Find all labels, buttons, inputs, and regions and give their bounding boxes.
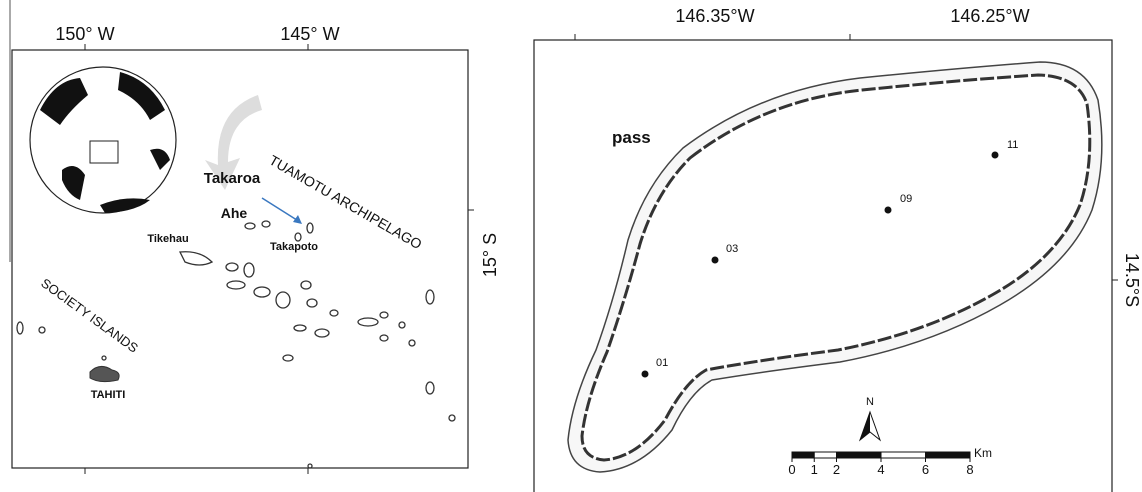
- scale-bar: 0 1 2 4 6 8Km: [788, 446, 992, 477]
- station-label: 03: [726, 243, 738, 255]
- globe: [29, 66, 177, 214]
- longitude-label: 150° W: [55, 24, 114, 44]
- inset-box: [89, 140, 119, 164]
- islands: [16, 220, 456, 469]
- north-arrow-half: [860, 412, 870, 440]
- longitude-label: 146.35°W: [675, 6, 754, 26]
- globe-inset: [29, 66, 177, 214]
- scale-tick-label: 0: [788, 462, 795, 477]
- map-frame: [533, 39, 1113, 492]
- place-label: TAHITI: [91, 389, 126, 401]
- map-frame: [11, 49, 469, 469]
- landmass: [150, 148, 170, 170]
- landmass: [62, 166, 85, 200]
- scale-tick-label: 4: [877, 462, 884, 477]
- landmass: [100, 198, 150, 213]
- curved-arrow: [205, 95, 262, 190]
- right-map: 146.35°W 146.25°W 14.5°S pass 01 03 09 1…: [533, 6, 1142, 492]
- region-label: TUAMOTU ARCHIPELAGO: [267, 152, 425, 253]
- pointer-arrow: [261, 197, 301, 223]
- arrow-head: [293, 215, 302, 224]
- scale-tick-label: 1: [811, 462, 818, 477]
- station-label: 01: [656, 357, 668, 369]
- left-map: 150° W 145° W 15° S: [9, 0, 500, 474]
- place-label: Takaroa: [204, 170, 261, 187]
- scale-unit: Km: [974, 446, 992, 460]
- scale-segment: [813, 451, 837, 459]
- station-label: 11: [1007, 139, 1018, 151]
- place-label: Tikehau: [147, 233, 188, 245]
- station-point: [711, 256, 719, 264]
- north-label: N: [866, 396, 874, 408]
- longitude-label: 145° W: [280, 24, 339, 44]
- landmass: [40, 78, 88, 125]
- station-point: [884, 206, 892, 214]
- atoll-reef: [580, 73, 1092, 462]
- latitude-label: 15° S: [480, 233, 500, 277]
- pass-label: pass: [612, 128, 651, 147]
- landmass: [118, 72, 165, 120]
- station-point: [991, 151, 999, 159]
- station-point: [641, 370, 649, 378]
- place-label: Ahe: [221, 205, 248, 221]
- scale-tick-label: 6: [922, 462, 929, 477]
- scale-segment: [791, 451, 815, 459]
- region-label: SOCIETY ISLANDS: [38, 275, 141, 356]
- scale-segment: [880, 451, 926, 459]
- scale-segment: [836, 451, 882, 459]
- longitude-label: 146.25°W: [950, 6, 1029, 26]
- place-label: Takapoto: [270, 241, 318, 253]
- latitude-label: 14.5°S: [1122, 253, 1142, 307]
- scale-tick-label: 8: [966, 462, 973, 477]
- scale-tick-label: 2: [833, 462, 840, 477]
- station-label: 09: [900, 193, 912, 205]
- scale-segment: [925, 451, 971, 459]
